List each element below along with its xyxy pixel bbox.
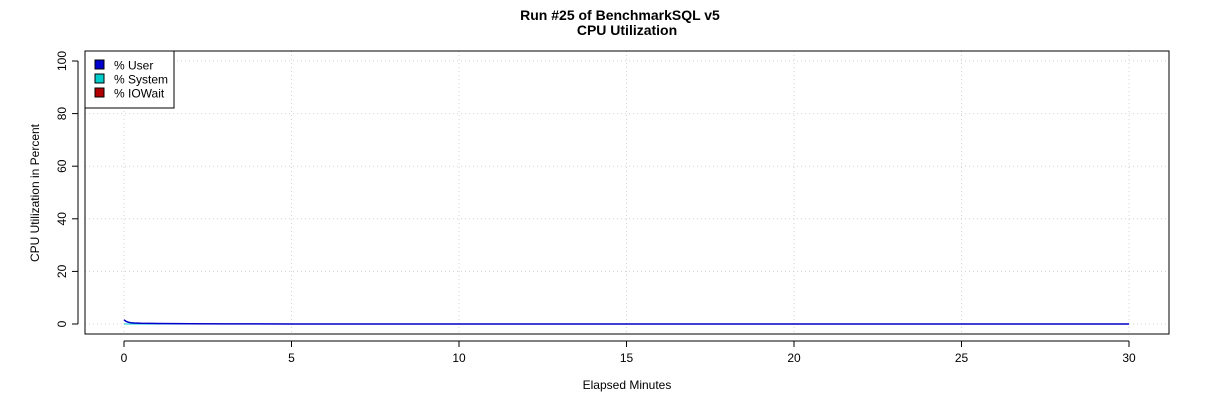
legend-swatch-iowait <box>94 87 105 98</box>
y-tick-label: 40 <box>55 212 69 226</box>
chart-subtitle: CPU Utilization <box>577 22 677 38</box>
chart-title: Run #25 of BenchmarkSQL v5 <box>520 7 720 23</box>
x-tick-label: 10 <box>452 351 466 365</box>
legend-swatch-user <box>94 59 105 70</box>
y-tick-label: 20 <box>55 264 69 278</box>
x-tick-label: 0 <box>121 351 128 365</box>
x-tick-label: 25 <box>955 351 969 365</box>
y-tick-label: 60 <box>55 159 69 173</box>
legend-swatch-system <box>94 73 105 84</box>
y-axis-label: CPU Utilization in Percent <box>28 123 42 262</box>
series-line-user <box>123 319 1129 325</box>
x-tick-label: 5 <box>288 351 295 365</box>
x-axis-label: Elapsed Minutes <box>583 378 672 392</box>
plot-frame <box>84 50 1170 335</box>
x-tick-label: 30 <box>1122 351 1136 365</box>
x-tick-label: 20 <box>787 351 801 365</box>
legend-label-system: % System <box>114 73 168 87</box>
y-axis: 0 20 40 60 80 100 <box>55 51 79 327</box>
y-tick-label: 80 <box>55 107 69 121</box>
legend: % User % System % IOWait <box>84 50 175 109</box>
legend-label-user: % User <box>114 59 153 73</box>
legend-label-iowait: % IOWait <box>114 87 165 101</box>
y-tick-label: 0 <box>55 320 69 327</box>
x-axis: 0 5 10 15 20 25 30 <box>121 340 1136 365</box>
y-tick-label: 100 <box>55 51 69 71</box>
series-group <box>123 319 1129 325</box>
x-tick-label: 15 <box>620 351 634 365</box>
grid <box>85 51 1169 334</box>
